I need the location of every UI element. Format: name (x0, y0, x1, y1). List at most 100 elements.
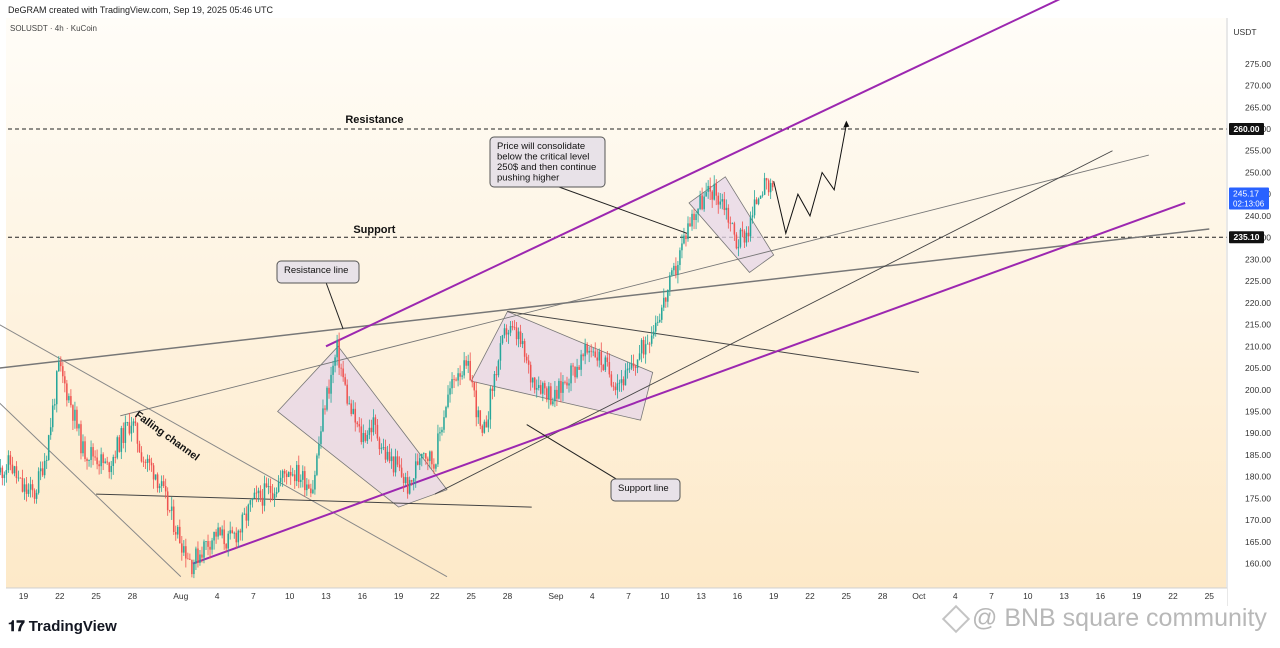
candle[interactable] (187, 552, 189, 560)
candle[interactable] (203, 539, 205, 564)
candle[interactable] (31, 479, 34, 498)
candle[interactable] (620, 369, 623, 392)
candle[interactable] (636, 359, 639, 374)
candle[interactable] (677, 260, 679, 284)
candle[interactable] (519, 324, 522, 348)
candle[interactable] (382, 438, 385, 451)
candle[interactable] (253, 488, 256, 499)
candle[interactable] (302, 465, 304, 488)
candle[interactable] (239, 528, 242, 541)
candle[interactable] (495, 366, 498, 381)
candle[interactable] (592, 347, 594, 357)
candle[interactable] (763, 172, 766, 196)
candle[interactable] (334, 354, 336, 373)
candle[interactable] (594, 342, 596, 358)
candle[interactable] (669, 272, 671, 296)
candle[interactable] (336, 334, 338, 366)
candle[interactable] (364, 430, 367, 443)
inner-trendline[interactable] (120, 154, 1149, 417)
candle[interactable] (447, 385, 449, 409)
tradingview-brand[interactable]: 𝟏𝟕 TradingView (8, 618, 117, 635)
candle[interactable] (479, 410, 482, 430)
candle[interactable] (602, 363, 605, 372)
candle[interactable] (185, 538, 187, 568)
candle[interactable] (172, 499, 175, 535)
candle[interactable] (98, 460, 100, 475)
candle[interactable] (461, 371, 463, 380)
candle[interactable] (58, 356, 60, 372)
candle[interactable] (757, 197, 760, 206)
candle[interactable] (717, 192, 720, 214)
candle[interactable] (435, 463, 437, 472)
candle[interactable] (513, 320, 516, 331)
candle[interactable] (443, 410, 445, 433)
candle[interactable] (719, 192, 722, 209)
candle[interactable] (11, 456, 14, 475)
candle[interactable] (590, 344, 592, 358)
candle[interactable] (473, 381, 475, 398)
candle[interactable] (314, 470, 316, 495)
candle[interactable] (90, 440, 92, 468)
candle[interactable] (693, 209, 695, 230)
candle[interactable] (64, 370, 66, 393)
candle[interactable] (586, 342, 588, 355)
candle[interactable] (459, 365, 461, 386)
candle[interactable] (181, 536, 183, 561)
candle[interactable] (665, 296, 667, 308)
candle[interactable] (233, 531, 236, 539)
candle[interactable] (340, 363, 342, 377)
candle[interactable] (610, 371, 613, 388)
candle[interactable] (310, 483, 312, 498)
candle[interactable] (304, 466, 306, 497)
candle[interactable] (735, 232, 738, 250)
candle[interactable] (646, 334, 649, 345)
candle[interactable] (580, 349, 582, 377)
candle[interactable] (648, 341, 651, 354)
candle[interactable] (419, 454, 421, 471)
candle[interactable] (247, 503, 250, 527)
candle[interactable] (378, 436, 381, 455)
candle[interactable] (652, 325, 655, 339)
candle[interactable] (737, 239, 740, 257)
candle[interactable] (663, 288, 665, 312)
candle[interactable] (755, 197, 758, 205)
candle[interactable] (667, 289, 669, 308)
candle[interactable] (485, 415, 488, 428)
candle[interactable] (503, 323, 506, 339)
candle[interactable] (691, 209, 693, 231)
candle[interactable] (29, 476, 32, 498)
rising-channel-upper[interactable] (325, 0, 1088, 348)
candle[interactable] (560, 372, 562, 403)
candle[interactable] (402, 473, 405, 493)
resistance-trendline[interactable] (0, 228, 1210, 369)
candle[interactable] (100, 447, 102, 474)
candle[interactable] (298, 455, 300, 489)
candle[interactable] (570, 363, 572, 392)
candle[interactable] (582, 353, 584, 361)
candle[interactable] (92, 443, 94, 466)
candle[interactable] (507, 329, 510, 344)
candle[interactable] (104, 458, 106, 464)
candle[interactable] (441, 426, 443, 436)
candle[interactable] (128, 412, 131, 436)
candle[interactable] (604, 355, 607, 373)
candle[interactable] (751, 206, 754, 224)
candle[interactable] (471, 374, 473, 388)
candle[interactable] (749, 211, 752, 242)
candle[interactable] (136, 422, 139, 453)
candle[interactable] (273, 487, 276, 507)
candle[interactable] (711, 190, 713, 208)
candle[interactable] (453, 375, 455, 388)
candle[interactable] (47, 434, 50, 461)
candle[interactable] (741, 221, 744, 238)
candle[interactable] (632, 354, 635, 371)
candle[interactable] (360, 418, 363, 445)
candle[interactable] (3, 471, 6, 486)
candle[interactable] (634, 364, 637, 376)
candle[interactable] (588, 346, 590, 363)
candle[interactable] (715, 179, 717, 206)
candle[interactable] (558, 378, 560, 400)
candle[interactable] (423, 452, 425, 458)
candle[interactable] (225, 543, 227, 552)
